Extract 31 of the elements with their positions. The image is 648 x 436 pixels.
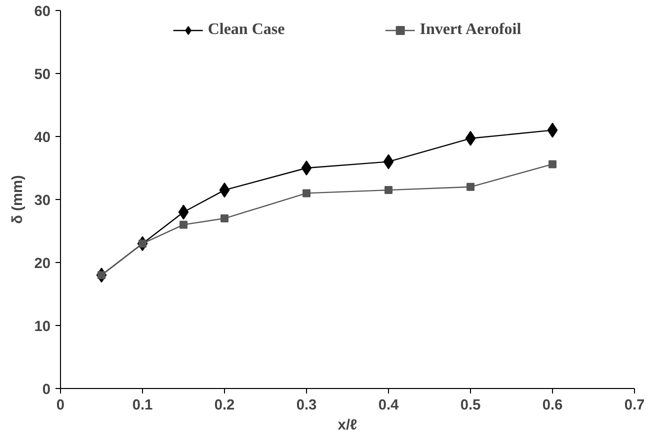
x-tick-label: 0 (56, 398, 65, 414)
y-tick-label: 50 (34, 67, 51, 83)
y-tick-label: 60 (34, 4, 51, 20)
legend-label: Clean Case (208, 21, 285, 39)
point (466, 182, 474, 191)
point (302, 189, 310, 198)
point (383, 154, 394, 170)
x-axis-title: x/ℓ (338, 418, 358, 434)
point (220, 214, 228, 222)
point (465, 130, 476, 146)
x-tick-label: 0.4 (378, 398, 400, 414)
point (548, 160, 556, 168)
y-tick-label: 0 (42, 382, 51, 398)
x-tick-label: 0.3 (296, 398, 317, 414)
x-tick-label: 0.2 (214, 398, 235, 414)
y-tick-label: 30 (34, 193, 51, 209)
point (384, 186, 392, 194)
point (547, 122, 558, 138)
y-tick-label: 40 (34, 130, 51, 146)
x-tick-label: 0.5 (460, 398, 481, 414)
x-tick-label: 0.6 (542, 398, 563, 414)
y-tick-label: 10 (34, 319, 51, 335)
y-tick-label: 20 (34, 256, 51, 272)
point (219, 182, 230, 198)
x-tick-label: 0.7 (624, 398, 645, 414)
legend-label: Invert Aerofoil (420, 21, 522, 39)
point (178, 204, 189, 220)
point (301, 160, 312, 176)
x-tick-label: 0.1 (132, 398, 153, 414)
point (180, 220, 188, 229)
y-axis-title: δ (mm) (10, 174, 26, 224)
